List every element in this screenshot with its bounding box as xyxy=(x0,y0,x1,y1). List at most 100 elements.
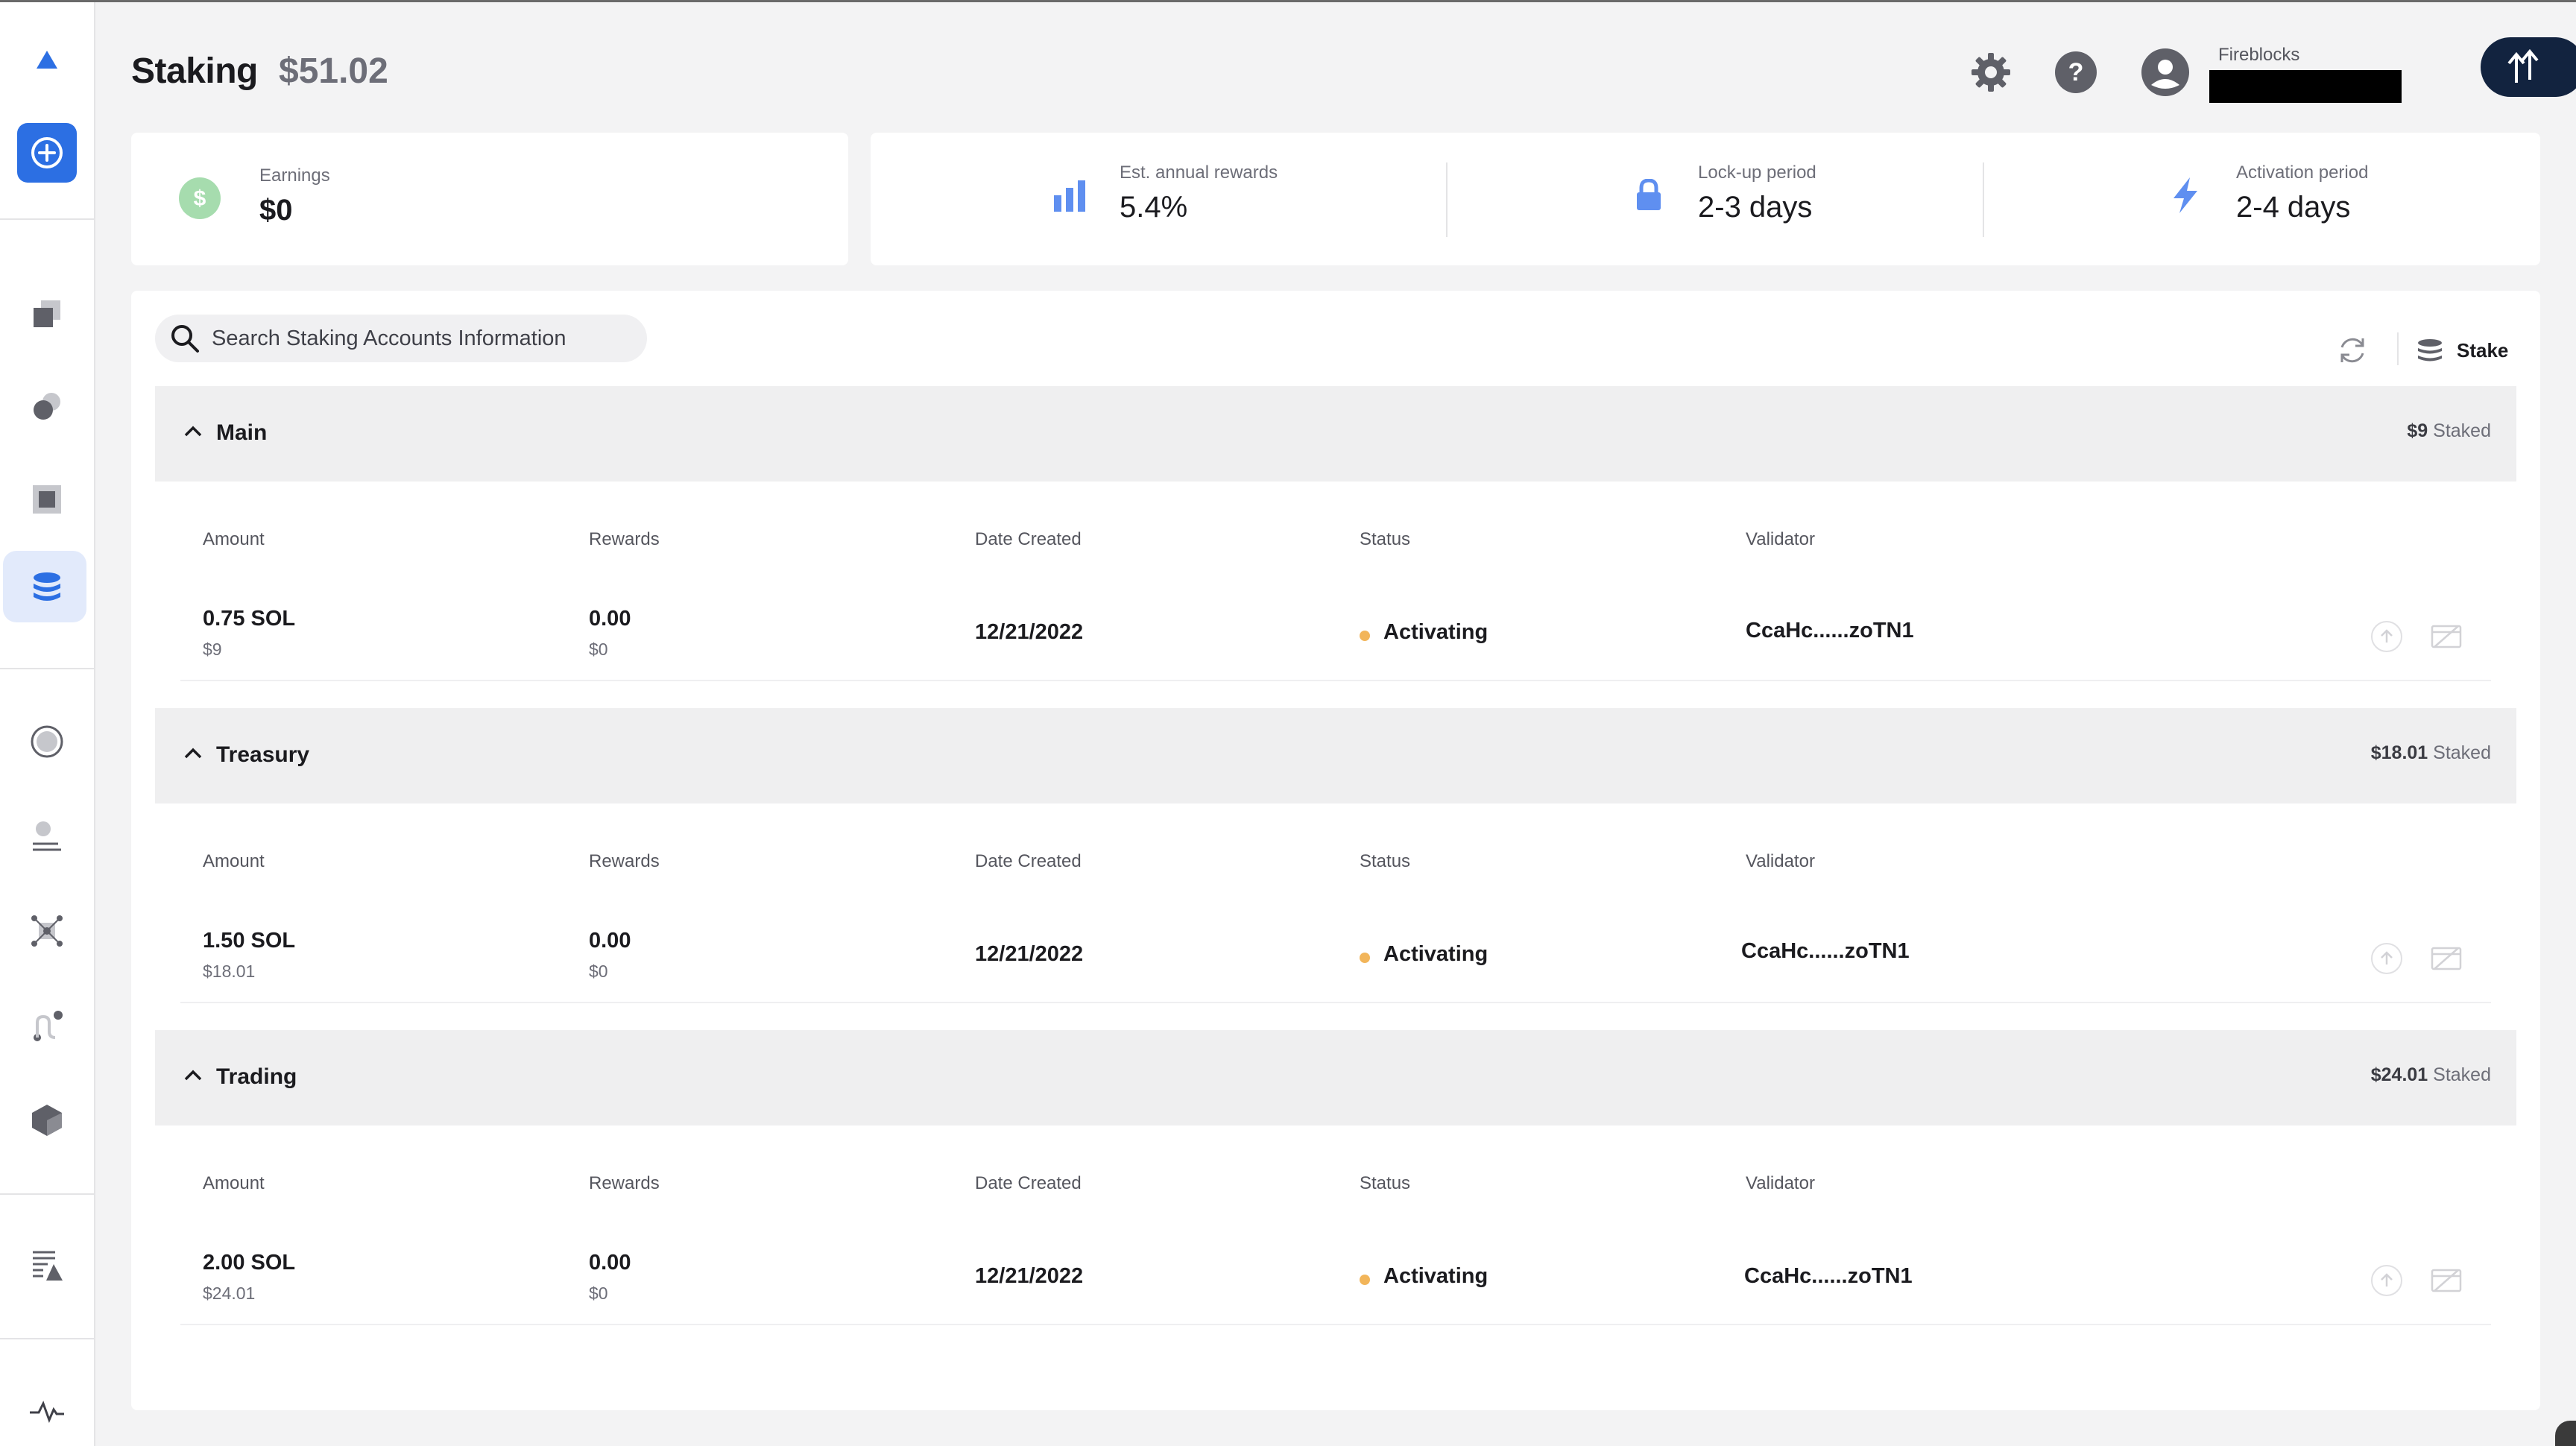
group-staked-total: $9 Staked xyxy=(2407,420,2491,441)
lockup-value: 2-3 days xyxy=(1698,191,1813,224)
search-bar[interactable] xyxy=(155,315,647,362)
sidebar xyxy=(0,2,95,1446)
sidebar-item-connections[interactable] xyxy=(0,909,94,953)
sidebar-item-staking[interactable] xyxy=(0,566,94,607)
page-title: Staking xyxy=(131,51,258,91)
group-name: Trading xyxy=(216,1064,297,1089)
row-validator: CcaHc......zoTN1 xyxy=(1746,619,1914,643)
unstake-button[interactable] xyxy=(2367,939,2406,978)
gear-icon[interactable] xyxy=(1966,48,2015,97)
group-staked-total: $24.01 Staked xyxy=(2370,1064,2491,1085)
window-corner xyxy=(2555,1421,2576,1446)
withdraw-disabled-icon xyxy=(2431,1269,2462,1292)
column-header-date: Date Created xyxy=(975,529,1082,549)
earnings-label: Earnings xyxy=(259,165,330,186)
sidebar-item-accounts[interactable] xyxy=(0,291,94,336)
sidebar-item-users[interactable] xyxy=(0,813,94,858)
target-circle-icon xyxy=(31,725,63,758)
group-name: Treasury xyxy=(216,742,310,767)
search-icon xyxy=(171,325,199,353)
stat-divider xyxy=(1446,162,1448,237)
column-header-validator: Validator xyxy=(1746,851,1815,871)
activation-label: Activation period xyxy=(2236,162,2369,183)
withdraw-button[interactable] xyxy=(2427,1261,2466,1300)
row-rewards-usd: $0 xyxy=(589,640,608,659)
row-date: 12/21/2022 xyxy=(975,942,1084,966)
row-amount-usd: $18.01 xyxy=(203,962,256,981)
chevron-up-icon xyxy=(184,426,202,437)
row-amount-usd: $9 xyxy=(203,640,222,659)
row-rewards-usd: $0 xyxy=(589,962,608,981)
sidebar-item-workflows[interactable] xyxy=(0,1004,94,1049)
column-header-date: Date Created xyxy=(975,851,1082,871)
row-date: 12/21/2022 xyxy=(975,620,1084,644)
user-avatar-icon[interactable] xyxy=(2141,48,2190,97)
column-header-validator: Validator xyxy=(1746,1173,1815,1193)
svg-text:?: ? xyxy=(2068,58,2084,86)
pulse-icon xyxy=(30,1401,64,1423)
withdraw-disabled-icon xyxy=(2431,625,2462,648)
stake-button-label: Stake xyxy=(2457,338,2509,362)
sidebar-item-assets[interactable] xyxy=(0,384,94,429)
add-button[interactable] xyxy=(0,123,94,183)
upload-arrow-icon xyxy=(2371,943,2402,974)
row-rewards: 0.00 xyxy=(589,1251,631,1275)
user-list-icon xyxy=(33,821,61,851)
coins-icon xyxy=(34,393,60,420)
refresh-icon xyxy=(2340,338,2364,363)
stat-divider xyxy=(1983,162,1984,237)
refresh-button[interactable] xyxy=(2332,329,2373,371)
report-icon xyxy=(33,1251,63,1281)
row-rewards: 0.00 xyxy=(589,607,631,631)
column-header-rewards: Rewards xyxy=(589,529,660,549)
transfer-button[interactable] xyxy=(2481,37,2576,97)
chevron-up-icon xyxy=(184,1070,202,1081)
row-date: 12/21/2022 xyxy=(975,1264,1084,1288)
sidebar-item-vaults[interactable] xyxy=(0,477,94,522)
lightning-icon xyxy=(2174,177,2197,213)
row-amount: 0.75 SOL xyxy=(203,607,296,631)
withdraw-button[interactable] xyxy=(2427,939,2466,978)
workspace-name-redacted xyxy=(2209,70,2402,103)
sidebar-item-activity[interactable] xyxy=(0,1393,94,1430)
row-validator: CcaHc......zoTN1 xyxy=(1741,939,1910,963)
column-header-status: Status xyxy=(1360,1173,1411,1193)
column-header-validator: Validator xyxy=(1746,529,1815,549)
group-staked-total: $18.01 Staked xyxy=(2370,742,2491,763)
stake-button[interactable]: Stake xyxy=(2416,329,2508,371)
unstake-button[interactable] xyxy=(2367,617,2406,656)
activation-value: 2-4 days xyxy=(2236,191,2351,224)
search-input[interactable] xyxy=(212,326,629,351)
unstake-button[interactable] xyxy=(2367,1261,2406,1300)
sidebar-divider xyxy=(0,668,94,669)
group-header-main[interactable]: Main $9 Staked xyxy=(155,386,2516,482)
column-header-amount: Amount xyxy=(203,529,265,549)
column-header-status: Status xyxy=(1360,851,1411,871)
logo-icon[interactable] xyxy=(0,41,94,78)
row-divider xyxy=(180,680,2491,681)
group-header-treasury[interactable]: Treasury $18.01 Staked xyxy=(155,708,2516,803)
cube-icon xyxy=(32,1105,62,1136)
column-header-rewards: Rewards xyxy=(589,851,660,871)
group-header-trading[interactable]: Trading $24.01 Staked xyxy=(155,1030,2516,1125)
row-amount: 1.50 SOL xyxy=(203,929,296,953)
stake-stack-icon xyxy=(2418,339,2442,362)
earnings-value: $0 xyxy=(259,194,293,227)
question-icon[interactable]: ? xyxy=(2051,48,2100,97)
sidebar-divider xyxy=(0,218,94,220)
withdraw-button[interactable] xyxy=(2427,617,2466,656)
sidebar-item-apps[interactable] xyxy=(0,1098,94,1143)
sidebar-item-reports[interactable] xyxy=(0,1243,94,1287)
row-divider xyxy=(180,1002,2491,1003)
chevron-up-icon xyxy=(184,748,202,759)
withdraw-disabled-icon xyxy=(2431,947,2462,970)
row-divider xyxy=(180,1324,2491,1325)
svg-text:$: $ xyxy=(194,186,206,211)
sidebar-item-network[interactable] xyxy=(0,719,94,764)
staking-total: $51.02 xyxy=(279,51,388,91)
sidebar-divider xyxy=(0,1193,94,1195)
row-validator: CcaHc......zoTN1 xyxy=(1744,1264,1913,1288)
transfer-arrows-icon xyxy=(2507,48,2539,83)
status-dot xyxy=(1360,1275,1370,1285)
column-header-rewards: Rewards xyxy=(589,1173,660,1193)
